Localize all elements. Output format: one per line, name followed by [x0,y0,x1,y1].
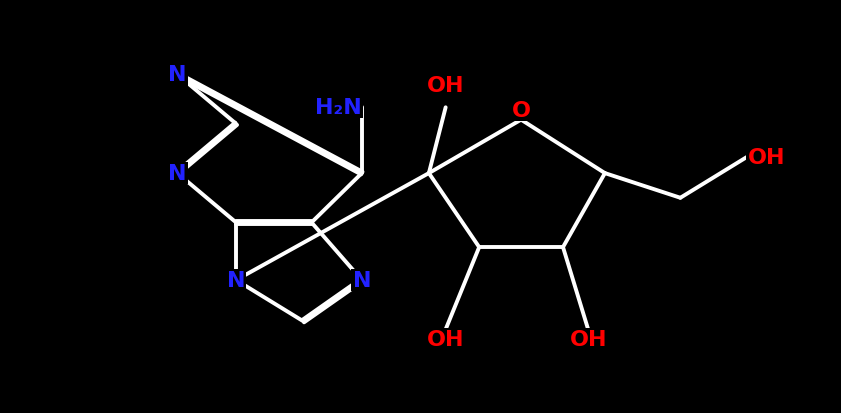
Text: N: N [168,164,187,184]
Text: H₂N: H₂N [315,98,362,118]
Text: OH: OH [748,147,785,167]
Text: N: N [168,65,187,85]
Text: OH: OH [427,76,464,96]
Text: OH: OH [427,330,464,349]
Text: OH: OH [569,330,607,349]
Text: O: O [511,100,531,120]
Text: N: N [352,271,371,290]
Text: N: N [227,271,246,290]
